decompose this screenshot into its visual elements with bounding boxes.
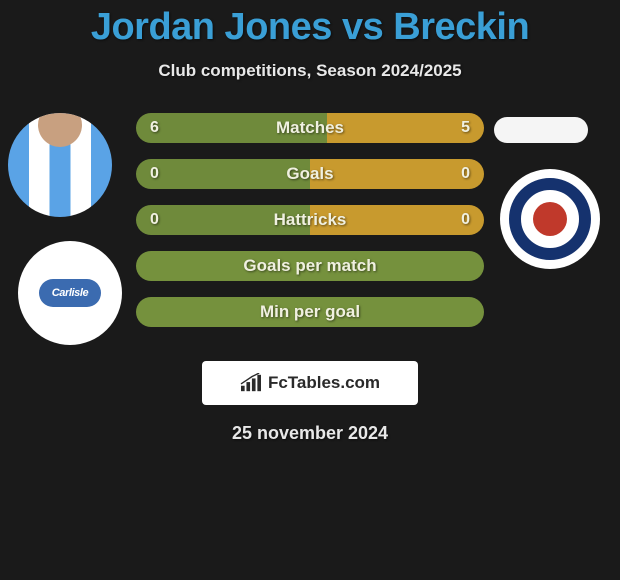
- stat-row: Matches6 5: [136, 113, 484, 143]
- stat-value-left: 0: [150, 211, 159, 229]
- stat-row: Hattricks0 0: [136, 205, 484, 235]
- club-left-badge: Carlisle: [18, 241, 122, 345]
- branding-box: FcTables.com: [202, 361, 418, 405]
- stat-label: Hattricks: [136, 210, 484, 230]
- club-right-badge: [500, 169, 600, 269]
- stat-label: Goals: [136, 164, 484, 184]
- stat-label: Goals per match: [136, 256, 484, 276]
- stat-value-right: 5: [461, 119, 470, 137]
- stat-value-right: 0: [461, 211, 470, 229]
- player-left-avatar: [8, 113, 112, 217]
- stat-row: Goals per match: [136, 251, 484, 281]
- stat-value-right: 0: [461, 165, 470, 183]
- comparison-title: Jordan Jones vs Breckin: [0, 0, 620, 49]
- chart-icon: [240, 373, 262, 393]
- comparison-date: 25 november 2024: [0, 423, 620, 444]
- comparison-area: Carlisle Matches65Goals00Hattricks00Goal…: [0, 113, 620, 343]
- stat-row: Min per goal: [136, 297, 484, 327]
- club-left-label: Carlisle: [39, 279, 101, 307]
- club-right-ring-icon: [509, 178, 591, 260]
- comparison-subtitle: Club competitions, Season 2024/2025: [0, 61, 620, 81]
- stat-label: Min per goal: [136, 302, 484, 322]
- stat-value-left: 0: [150, 165, 159, 183]
- player-right-avatar: [494, 117, 588, 143]
- stat-value-left: 6: [150, 119, 159, 137]
- branding-text: FcTables.com: [268, 373, 380, 393]
- stat-label: Matches: [136, 118, 484, 138]
- stat-bars: Matches65Goals00Hattricks00Goals per mat…: [136, 113, 484, 343]
- stat-row: Goals0 0: [136, 159, 484, 189]
